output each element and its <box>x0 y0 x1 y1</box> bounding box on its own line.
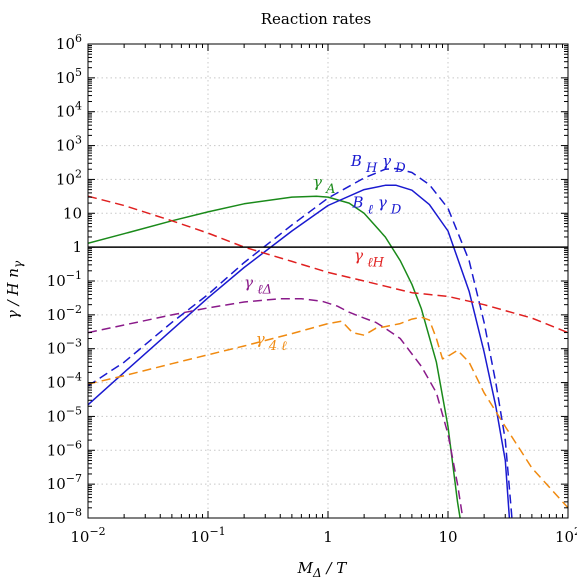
series-label: γ ℓΔ <box>244 273 272 297</box>
y-tick-label: 10−7 <box>47 472 82 493</box>
series-line <box>88 297 464 518</box>
y-tick-label: 10 <box>63 204 82 222</box>
y-tick-label: 10−4 <box>47 371 82 392</box>
y-tick-label: 105 <box>56 66 82 87</box>
grid-lines <box>88 44 568 518</box>
x-tick-label: 1 <box>323 528 333 546</box>
series-label: γ 4 ℓ <box>256 330 288 354</box>
x-tick-label: 10−1 <box>190 525 225 546</box>
series-label: B ℓ γ D <box>351 193 401 217</box>
axis-ticks: 10−210−111010210610510410310210110−110−2… <box>47 32 577 546</box>
y-tick-label: 103 <box>56 134 82 155</box>
x-tick-label: 10 <box>438 528 457 546</box>
y-tick-label: 10−8 <box>47 506 82 527</box>
series-label: γ A <box>313 173 336 197</box>
y-tick-label: 10−6 <box>47 438 82 459</box>
series-line <box>88 195 461 518</box>
y-tick-label: 10−2 <box>47 303 82 324</box>
y-axis-title: γ / H nγ <box>4 260 25 319</box>
x-tick-label: 10−2 <box>70 525 105 546</box>
y-tick-label: 1 <box>72 238 82 256</box>
x-tick-label: 102 <box>555 525 577 546</box>
series-label: B H γ D <box>350 152 406 176</box>
series-layer <box>88 167 568 518</box>
y-tick-label: 10−1 <box>47 269 82 290</box>
series-group <box>88 167 568 518</box>
series-line <box>88 167 513 518</box>
series-label: γ ℓH <box>354 247 385 271</box>
y-tick-label: 10−5 <box>47 404 82 425</box>
series-line <box>88 316 568 509</box>
series-line <box>88 184 511 518</box>
series-labels: γ A B H γ D B ℓ γ D γ ℓH γ ℓΔ γ 4 ℓ <box>244 152 406 354</box>
chart-title: Reaction rates <box>261 10 372 28</box>
y-tick-label: 102 <box>56 167 82 188</box>
y-tick-label: 10−3 <box>47 337 82 358</box>
y-tick-label: 106 <box>56 32 82 53</box>
y-tick-label: 104 <box>56 100 82 121</box>
x-axis-title: MΔ / T <box>297 559 348 580</box>
series-line <box>88 195 568 334</box>
